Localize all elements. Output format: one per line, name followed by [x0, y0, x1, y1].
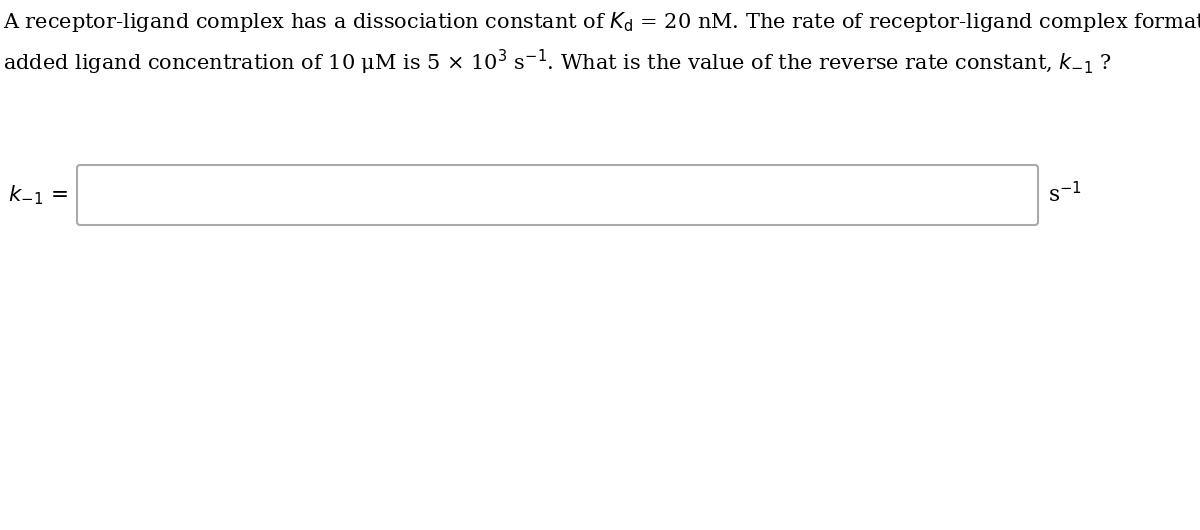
Text: added ligand concentration of 10 μM is 5 × 10$^3$ s$^{-1}$. What is the value of: added ligand concentration of 10 μM is 5… — [2, 48, 1112, 77]
FancyBboxPatch shape — [77, 165, 1038, 225]
Text: A receptor-ligand complex has a dissociation constant of $K_\mathrm{d}$ = 20 nM.: A receptor-ligand complex has a dissocia… — [2, 10, 1200, 34]
Text: $k_{-1}$ =: $k_{-1}$ = — [8, 183, 68, 207]
Text: s$^{-1}$: s$^{-1}$ — [1048, 182, 1082, 208]
